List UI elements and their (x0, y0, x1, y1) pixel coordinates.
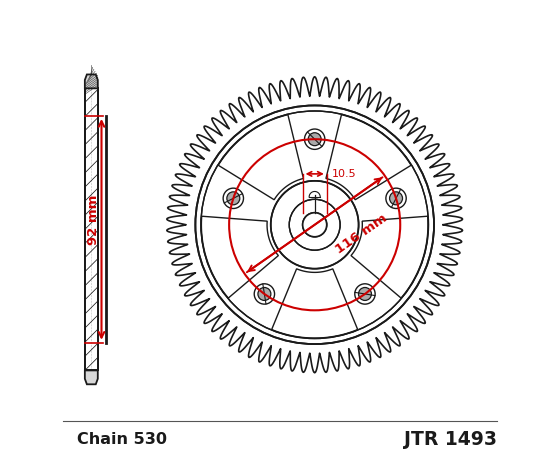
Text: Chain 530: Chain 530 (77, 432, 166, 447)
Circle shape (355, 284, 375, 304)
Text: JTR 1493: JTR 1493 (404, 430, 497, 449)
Circle shape (258, 287, 271, 300)
Circle shape (308, 133, 321, 146)
Circle shape (386, 188, 406, 208)
Circle shape (254, 284, 274, 304)
Circle shape (390, 192, 403, 205)
Polygon shape (202, 216, 278, 298)
Polygon shape (218, 115, 304, 200)
Circle shape (305, 129, 325, 149)
Text: 116 mm: 116 mm (333, 212, 389, 256)
Circle shape (227, 192, 240, 205)
Polygon shape (85, 370, 98, 384)
Circle shape (223, 188, 244, 208)
Circle shape (302, 213, 326, 237)
Polygon shape (351, 216, 428, 298)
Circle shape (302, 213, 326, 237)
Bar (85, 88, 98, 370)
Text: 10.5: 10.5 (332, 169, 357, 179)
Polygon shape (272, 269, 358, 338)
Circle shape (358, 287, 371, 300)
Polygon shape (85, 74, 98, 88)
Bar (85, 88, 98, 370)
Text: 92 mm: 92 mm (87, 195, 100, 245)
Bar (85, 88, 98, 370)
Polygon shape (326, 115, 411, 200)
